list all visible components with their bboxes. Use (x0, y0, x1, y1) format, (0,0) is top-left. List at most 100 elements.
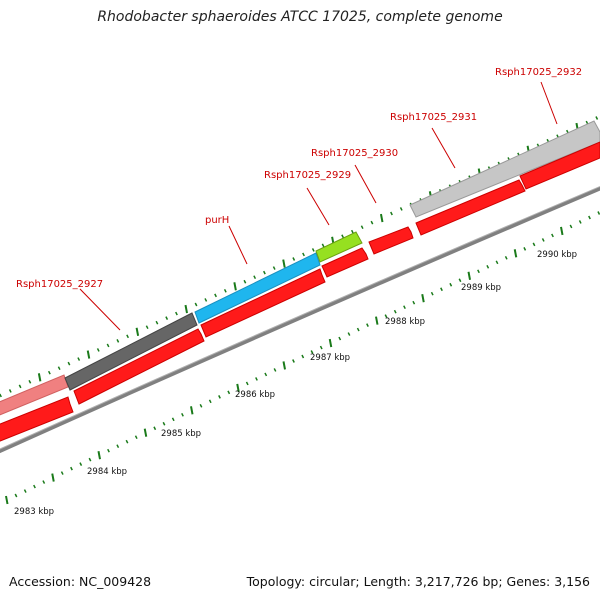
minor-tick (0, 393, 2, 398)
cds-arrow-1[interactable] (0, 396, 74, 449)
minor-tick (551, 233, 554, 238)
outer-tick-marks (0, 116, 599, 398)
minor-tick (155, 320, 159, 325)
minor-tick (430, 291, 434, 296)
gene-labels: Rsph17025_2927 purH Rsph17025_2929 Rsph1… (16, 67, 582, 290)
feature-green-rsph17025-2929[interactable] (315, 231, 363, 263)
cds-arrow-7[interactable] (519, 141, 600, 190)
minor-tick (194, 302, 198, 307)
minor-tick (165, 316, 169, 320)
minor-tick (504, 256, 508, 260)
cds-arrow-4[interactable] (321, 247, 369, 278)
minor-tick (77, 357, 81, 361)
major-tick (513, 249, 518, 258)
kbp-label: 2983 kbp (14, 507, 54, 517)
minor-tick (403, 305, 406, 310)
minor-tick (70, 466, 73, 471)
minor-tick (321, 243, 325, 248)
minor-tick (495, 260, 499, 265)
major-tick (51, 473, 55, 482)
cds-arrow-6[interactable] (415, 179, 526, 236)
kbp-label: 2988 kbp (385, 317, 425, 327)
inner-tick-marks (5, 211, 600, 505)
minor-tick (245, 381, 249, 386)
minor-tick (595, 116, 599, 120)
minor-tick (126, 334, 130, 339)
minor-tick (88, 457, 92, 462)
minor-tick (356, 327, 360, 332)
minor-tick (310, 350, 314, 354)
feature-band-inner (0, 141, 600, 449)
minor-tick (8, 389, 12, 393)
feature-pink[interactable] (0, 374, 69, 423)
minor-tick (366, 323, 369, 327)
major-tick (143, 428, 148, 437)
minor-tick (347, 332, 351, 336)
kbp-label: 2987 kbp (310, 353, 350, 363)
kbp-label: 2985 kbp (161, 429, 201, 439)
minor-tick (218, 395, 221, 399)
gene-label-rsph17025-2930[interactable]: Rsph17025_2930 (311, 148, 398, 159)
minor-tick (569, 224, 573, 229)
minor-tick (360, 225, 364, 229)
gene-label-purh[interactable]: purH (205, 215, 229, 226)
minor-tick (125, 439, 129, 444)
major-tick (86, 350, 91, 359)
minor-tick (384, 314, 388, 318)
topology-summary: Topology: circular; Length: 3,217,726 bp… (246, 574, 590, 589)
cds-arrow-5[interactable] (368, 226, 414, 255)
minor-tick (370, 220, 374, 225)
major-tick (375, 316, 379, 325)
gene-label-rsph17025-2932[interactable]: Rsph17025_2932 (495, 67, 582, 78)
major-tick (97, 450, 101, 460)
minor-tick (338, 336, 342, 341)
minor-tick (23, 489, 27, 493)
minor-tick (134, 435, 138, 440)
minor-tick (264, 372, 268, 377)
minor-tick (253, 275, 257, 280)
minor-tick (14, 493, 18, 498)
minor-tick (319, 345, 323, 350)
minor-tick (440, 287, 443, 292)
minor-tick (47, 370, 51, 375)
minor-tick (28, 379, 32, 384)
minor-tick (33, 484, 36, 489)
minor-tick (116, 339, 120, 343)
cds-arrow-3[interactable] (200, 268, 326, 338)
minor-tick (223, 289, 227, 293)
minor-tick (311, 248, 315, 252)
minor-tick (477, 269, 480, 274)
minor-tick (486, 264, 490, 269)
minor-tick (208, 399, 212, 404)
feature-band-outer (0, 120, 600, 423)
minor-tick (393, 309, 397, 314)
minor-tick (588, 215, 591, 220)
minor-tick (171, 417, 175, 422)
genome-backbone (0, 186, 600, 454)
minor-tick (449, 282, 453, 287)
feature-blue-purh[interactable] (194, 252, 321, 324)
gene-label-rsph17025-2929[interactable]: Rsph17025_2929 (264, 170, 351, 181)
minor-tick (458, 278, 462, 283)
feature-gray-rsph17025-2927[interactable] (64, 312, 198, 391)
minor-tick (263, 270, 266, 275)
minor-tick (273, 368, 277, 372)
minor-tick (106, 343, 110, 348)
cds-arrow-2[interactable] (73, 328, 205, 405)
feature-lightgray-rsph17025-2931[interactable] (409, 120, 600, 218)
minor-tick (214, 293, 217, 298)
map-title: Rhodobacter sphaeroides ATCC 17025, comp… (97, 9, 503, 25)
major-tick (37, 373, 42, 382)
major-tick (560, 226, 564, 236)
minor-tick (578, 220, 582, 224)
major-tick (282, 259, 286, 268)
gene-label-rsph17025-2927[interactable]: Rsph17025_2927 (16, 279, 103, 290)
gene-label-rsph17025-2931[interactable]: Rsph17025_2931 (390, 112, 477, 123)
minor-tick (204, 298, 208, 302)
major-tick (379, 213, 384, 223)
minor-tick (67, 361, 71, 366)
minor-tick (301, 354, 305, 359)
minor-tick (523, 247, 527, 251)
minor-tick (107, 448, 110, 453)
